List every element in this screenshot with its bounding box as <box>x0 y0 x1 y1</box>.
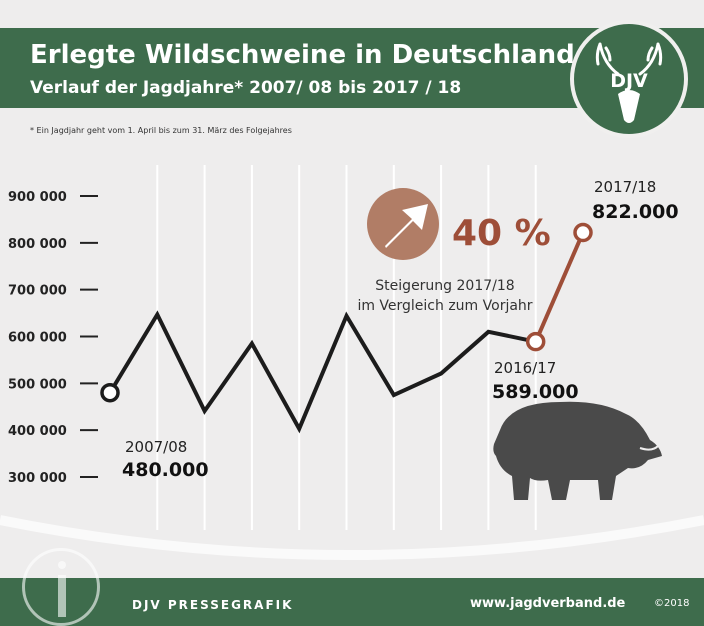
series-line <box>108 310 537 434</box>
footer-website-link[interactable]: www.jagdverband.de <box>470 596 626 611</box>
footnote: * Ein Jagdjahr geht vom 1. April bis zum… <box>30 126 292 135</box>
info-dot <box>58 561 66 569</box>
y-tick-label: 300 000 <box>8 471 67 486</box>
info-icon <box>22 548 100 626</box>
series-group <box>100 222 593 434</box>
series-line-increase <box>533 231 585 343</box>
footer-press-label: DJV PRESSEGRAFIK <box>132 598 294 612</box>
start-year-label: 2007/08 <box>125 438 187 456</box>
logo-text: DJV <box>610 70 648 92</box>
data-point <box>573 222 593 243</box>
y-tick-label: 700 000 <box>8 284 67 299</box>
arrow-badge <box>367 188 439 260</box>
data-point <box>100 382 120 403</box>
info-bar <box>58 575 66 617</box>
prev-value-label: 589.000 <box>492 381 579 403</box>
end-value-label: 822.000 <box>592 201 679 223</box>
footer-band <box>0 578 704 626</box>
increase-percent: 40 % <box>452 213 551 254</box>
prev-year-label: 2016/17 <box>494 359 556 377</box>
arrow-up-right-icon <box>385 204 428 248</box>
footer-copyright: ©2018 <box>654 598 690 609</box>
y-tick-label: 500 000 <box>8 377 67 392</box>
y-axis-ticks: 900 000 800 000 700 000 600 000 500 000 400 0… <box>8 190 98 486</box>
wild-boar-icon <box>493 401 662 500</box>
y-tick-label: 400 000 <box>8 424 67 439</box>
chart-title: Erlegte Wildschweine in Deutschland <box>30 40 575 70</box>
increase-desc-line1: Steigerung 2017/18 <box>375 278 514 294</box>
deer-antler-logo-icon <box>595 42 663 123</box>
increase-desc-line2: im Vergleich zum Vorjahr <box>357 298 532 314</box>
y-tick-label: 800 000 <box>8 237 67 252</box>
data-point <box>525 331 546 352</box>
start-value-label: 480.000 <box>122 459 209 481</box>
end-year-label: 2017/18 <box>594 178 656 196</box>
y-tick-label: 600 000 <box>8 331 67 346</box>
djv-logo: DJV <box>570 20 688 138</box>
y-tick-label: 900 000 <box>8 190 67 205</box>
chart-subtitle: Verlauf der Jagdjahre* 2007/ 08 bis 2017… <box>30 78 462 98</box>
background-curve <box>0 515 704 560</box>
